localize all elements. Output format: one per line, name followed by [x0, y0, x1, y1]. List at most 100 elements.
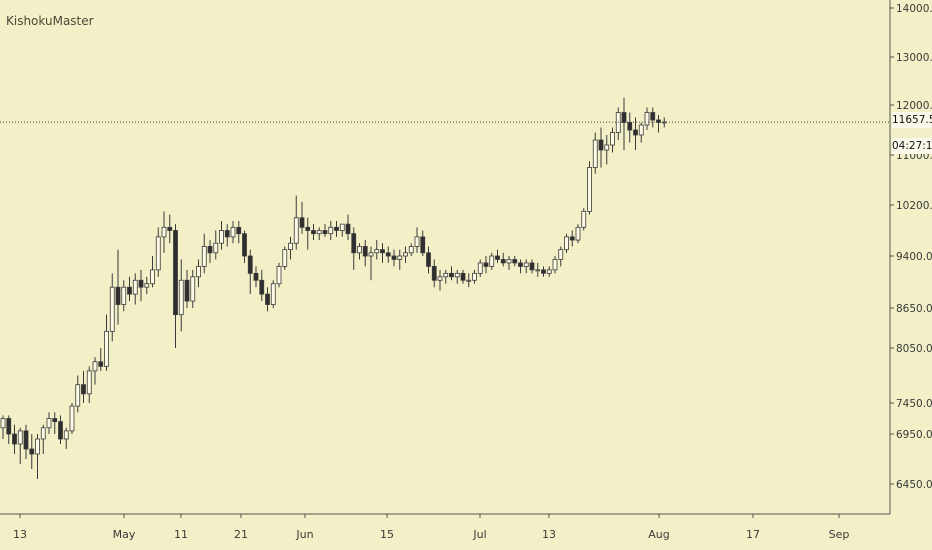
- candle[interactable]: [196, 259, 201, 288]
- candle[interactable]: [449, 266, 454, 281]
- candle[interactable]: [460, 269, 466, 284]
- candle[interactable]: [414, 227, 420, 253]
- candle[interactable]: [506, 256, 512, 270]
- candle[interactable]: [408, 243, 414, 256]
- candle[interactable]: [311, 224, 316, 241]
- candle[interactable]: [489, 252, 495, 270]
- candle[interactable]: [564, 233, 569, 253]
- candle[interactable]: [523, 259, 529, 274]
- candle[interactable]: [362, 240, 368, 267]
- candle[interactable]: [276, 262, 282, 288]
- candle[interactable]: [518, 259, 523, 274]
- candle[interactable]: [546, 266, 552, 277]
- candle[interactable]: [644, 107, 650, 131]
- plot-area[interactable]: [0, 0, 890, 514]
- candle[interactable]: [650, 107, 656, 128]
- candle[interactable]: [224, 224, 230, 247]
- candle[interactable]: [512, 256, 518, 267]
- candle[interactable]: [374, 240, 380, 260]
- candle[interactable]: [29, 434, 35, 469]
- candle[interactable]: [40, 424, 46, 454]
- candle[interactable]: [483, 256, 489, 274]
- candle[interactable]: [431, 259, 437, 288]
- candle[interactable]: [23, 424, 29, 459]
- candle[interactable]: [403, 246, 408, 263]
- candle[interactable]: [63, 427, 69, 449]
- candle[interactable]: [12, 424, 17, 454]
- candle[interactable]: [219, 220, 224, 250]
- price-scale[interactable]: 6450.0 6950.0 7450.0 8050.0 8650.0 9400.0 1020…: [890, 3, 932, 491]
- candle[interactable]: [109, 273, 115, 342]
- candle[interactable]: [437, 269, 443, 291]
- candle[interactable]: [35, 434, 40, 479]
- candle[interactable]: [443, 269, 449, 284]
- candle[interactable]: [627, 112, 633, 143]
- candle[interactable]: [46, 412, 52, 434]
- candle[interactable]: [351, 227, 357, 270]
- candle[interactable]: [0, 415, 6, 439]
- candle[interactable]: [270, 280, 276, 308]
- candle[interactable]: [138, 269, 144, 302]
- candle[interactable]: [552, 256, 558, 274]
- candle[interactable]: [477, 259, 483, 277]
- candle[interactable]: [127, 276, 132, 302]
- candle[interactable]: [656, 115, 661, 133]
- candle[interactable]: [592, 132, 598, 174]
- candle[interactable]: [259, 269, 265, 302]
- candle[interactable]: [569, 230, 575, 247]
- candle[interactable]: [58, 415, 63, 444]
- candle[interactable]: [345, 214, 351, 241]
- candle[interactable]: [52, 412, 58, 434]
- candle[interactable]: [610, 127, 615, 153]
- candle[interactable]: [173, 224, 178, 348]
- candle[interactable]: [328, 220, 334, 241]
- candle[interactable]: [638, 122, 644, 143]
- candle[interactable]: [316, 227, 322, 241]
- candle[interactable]: [495, 249, 500, 263]
- candle[interactable]: [69, 403, 75, 434]
- candle[interactable]: [575, 224, 581, 244]
- candle[interactable]: [541, 266, 546, 277]
- candle[interactable]: [178, 259, 184, 332]
- candle[interactable]: [535, 262, 541, 277]
- candle[interactable]: [633, 117, 638, 151]
- candle[interactable]: [391, 249, 397, 267]
- candle[interactable]: [213, 230, 219, 260]
- candle[interactable]: [357, 243, 362, 260]
- candle[interactable]: [322, 224, 328, 237]
- candle[interactable]: [247, 249, 253, 295]
- candle[interactable]: [397, 249, 403, 270]
- candle[interactable]: [242, 230, 247, 263]
- candle[interactable]: [500, 252, 506, 267]
- candle[interactable]: [92, 357, 98, 385]
- candle[interactable]: [472, 269, 477, 284]
- candle[interactable]: [236, 220, 242, 244]
- candle[interactable]: [581, 208, 587, 231]
- candle[interactable]: [282, 246, 288, 270]
- candle[interactable]: [121, 280, 127, 312]
- candle[interactable]: [98, 348, 104, 371]
- candle[interactable]: [299, 201, 305, 234]
- candle[interactable]: [253, 266, 259, 288]
- candle[interactable]: [115, 249, 121, 325]
- candle[interactable]: [104, 314, 109, 371]
- candle[interactable]: [184, 269, 190, 308]
- candle[interactable]: [305, 217, 311, 250]
- candle[interactable]: [167, 214, 173, 244]
- candle[interactable]: [385, 246, 391, 263]
- candle[interactable]: [529, 259, 535, 274]
- candle[interactable]: [6, 415, 12, 444]
- candle[interactable]: [420, 230, 426, 257]
- candle[interactable]: [161, 211, 167, 253]
- candle[interactable]: [293, 195, 299, 250]
- candle[interactable]: [466, 273, 472, 288]
- candle[interactable]: [144, 276, 150, 295]
- candle[interactable]: [155, 227, 161, 277]
- candle[interactable]: [288, 236, 293, 260]
- candle[interactable]: [75, 375, 81, 413]
- candle[interactable]: [17, 427, 23, 464]
- candle[interactable]: [150, 256, 155, 288]
- candle[interactable]: [81, 370, 86, 403]
- candle[interactable]: [587, 161, 592, 215]
